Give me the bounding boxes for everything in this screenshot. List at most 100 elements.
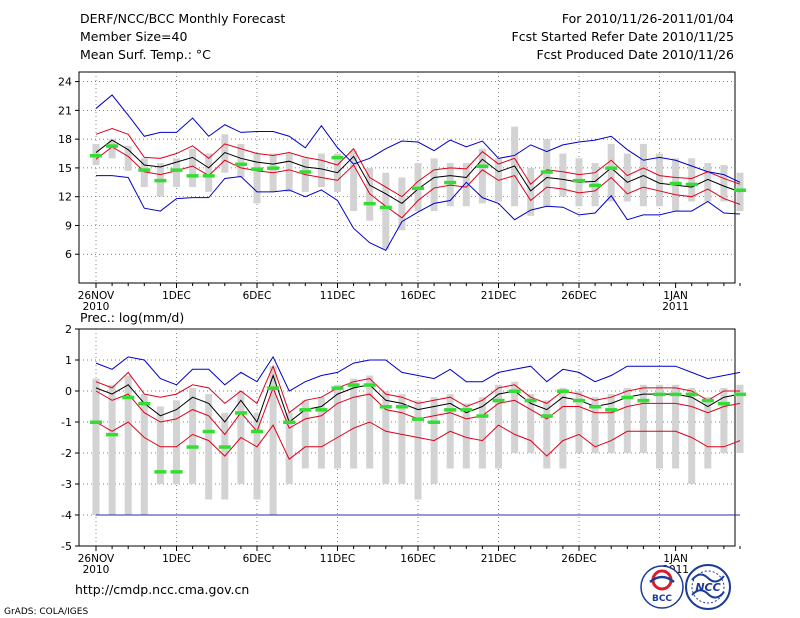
precipitation-box bbox=[92, 378, 100, 515]
precipitation-box bbox=[656, 384, 663, 469]
precip-variable-label: Prec.: log(mm/d) bbox=[80, 310, 184, 325]
temperature-ytick-label: 15 bbox=[58, 162, 72, 175]
precipitation-marker bbox=[717, 401, 730, 406]
precipitation-box bbox=[414, 400, 422, 500]
temperature-xtick-label: 1JAN bbox=[663, 290, 688, 302]
precipitation-xtick-label: 1DEC bbox=[162, 553, 191, 565]
precipitation-box bbox=[269, 366, 277, 515]
temperature-xtick-label: 11DEC bbox=[320, 290, 355, 302]
ncc-logo-text: NCC bbox=[695, 581, 720, 594]
precipitation-box bbox=[607, 394, 615, 453]
temperature-xtick-label: 21DEC bbox=[481, 290, 516, 302]
temperature-marker bbox=[299, 170, 312, 174]
precipitation-marker bbox=[605, 408, 618, 412]
temperature-marker bbox=[186, 174, 199, 178]
temperature-marker bbox=[573, 178, 585, 183]
precipitation-box bbox=[205, 394, 213, 500]
temperature-box bbox=[317, 153, 325, 188]
precipitation-xtick-sublabel: 2010 bbox=[83, 564, 110, 576]
precipitation-box bbox=[189, 387, 197, 484]
precipitation-ytick-label: 2 bbox=[65, 323, 72, 336]
precipitation-marker bbox=[573, 398, 585, 403]
temperature-box bbox=[285, 153, 293, 192]
temperature-marker bbox=[589, 183, 602, 188]
precipitation-box bbox=[398, 394, 406, 484]
temperature-box bbox=[559, 153, 567, 197]
temperature-marker bbox=[251, 167, 263, 171]
precipitation-box bbox=[543, 400, 551, 469]
precipitation-box bbox=[688, 387, 696, 484]
member-size: Member Size=40 bbox=[80, 29, 187, 44]
temperature-ytick-label: 24 bbox=[58, 76, 72, 89]
precipitation-box bbox=[720, 387, 728, 453]
precipitation-box bbox=[736, 384, 744, 453]
precipitation-marker bbox=[701, 398, 714, 403]
temperature-ytick-label: 6 bbox=[65, 248, 72, 261]
precipitation-marker bbox=[331, 386, 344, 390]
temperature-box bbox=[478, 148, 486, 204]
precipitation-marker bbox=[154, 470, 167, 474]
precipitation-box bbox=[124, 375, 132, 515]
precipitation-marker bbox=[476, 414, 489, 418]
variable-label: Mean Surf. Temp.: °C bbox=[80, 47, 211, 62]
temperature-box bbox=[173, 158, 180, 188]
precipitation-marker bbox=[251, 429, 263, 434]
temperature-marker bbox=[605, 166, 618, 170]
temperature-marker bbox=[734, 188, 746, 192]
precipitation-box bbox=[623, 387, 631, 453]
precipitation-line-lower_inner2 bbox=[95, 421, 741, 460]
precipitation-marker bbox=[540, 414, 553, 418]
temperature-xtick-sublabel: 2011 bbox=[662, 301, 689, 313]
precipitation-marker bbox=[653, 392, 666, 397]
temperature-marker bbox=[267, 166, 280, 170]
temperature-marker bbox=[444, 180, 457, 185]
precipitation-marker bbox=[299, 408, 312, 412]
precipitation-box bbox=[334, 384, 341, 469]
precipitation-marker bbox=[524, 398, 537, 403]
precipitation-xtick-label: 11DEC bbox=[320, 553, 355, 565]
precipitation-marker bbox=[283, 420, 296, 424]
temperature-box bbox=[688, 158, 696, 202]
temperature-marker bbox=[106, 144, 119, 148]
precipitation-marker bbox=[170, 470, 183, 474]
forecast-period: For 2010/11/26-2011/01/04 bbox=[562, 11, 734, 26]
precipitation-marker bbox=[556, 389, 569, 393]
temperature-box bbox=[382, 172, 390, 250]
temperature-marker bbox=[540, 170, 553, 174]
temperature-box bbox=[189, 148, 197, 188]
precipitation-marker bbox=[186, 445, 199, 449]
temperature-line-upper_outer bbox=[95, 94, 741, 183]
temperature-box bbox=[237, 143, 245, 178]
precipitation-marker bbox=[363, 383, 376, 387]
temperature-marker bbox=[685, 182, 698, 187]
temperature-xtick-label: 6DEC bbox=[243, 290, 272, 302]
precipitation-box bbox=[156, 406, 164, 484]
precipitation-marker bbox=[315, 408, 328, 412]
precipitation-marker bbox=[428, 420, 441, 424]
precipitation-marker bbox=[122, 395, 135, 400]
precipitation-marker bbox=[685, 392, 698, 397]
precipitation-marker bbox=[621, 395, 634, 400]
precipitation-box bbox=[478, 397, 486, 469]
temperature-marker bbox=[138, 168, 151, 172]
temperature-ytick-label: 9 bbox=[65, 219, 72, 232]
temperature-box bbox=[205, 153, 213, 192]
precipitation-line-upper_inner bbox=[95, 364, 740, 414]
precipitation-box bbox=[495, 384, 502, 469]
temperature-box bbox=[462, 163, 470, 207]
precipitation-ytick-label: -1 bbox=[61, 416, 72, 429]
temperature-box bbox=[720, 165, 728, 202]
temperature-box bbox=[607, 143, 615, 202]
temperature-marker bbox=[476, 164, 489, 168]
temperature-line-upper_inner bbox=[95, 128, 741, 198]
precipitation-marker bbox=[267, 386, 280, 390]
precipitation-box bbox=[575, 391, 583, 453]
precipitation-box bbox=[253, 412, 261, 500]
forecast-produced-date: Fcst Produced Date 2010/11/26 bbox=[536, 47, 734, 62]
temperature-xtick-label: 26DEC bbox=[561, 290, 596, 302]
temperature-box bbox=[140, 158, 148, 188]
temperature-marker bbox=[234, 162, 247, 167]
temperature-marker bbox=[202, 174, 215, 178]
precipitation-marker bbox=[106, 432, 119, 437]
figure-title: DERF/NCC/BCC Monthly Forecast bbox=[80, 11, 285, 26]
